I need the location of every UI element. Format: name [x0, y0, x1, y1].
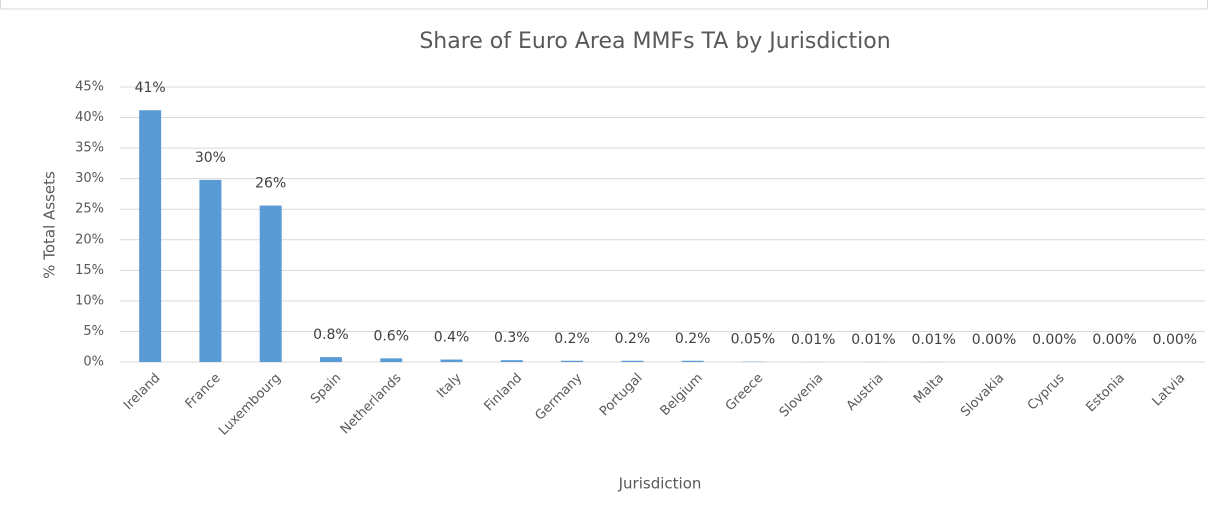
x-tick-label: Estonia — [1083, 371, 1127, 415]
bar — [139, 110, 161, 362]
value-label: 0.00% — [972, 332, 1016, 348]
value-label: 30% — [195, 150, 226, 166]
value-label: 0.4% — [434, 330, 470, 346]
x-tick-label: Germany — [533, 370, 586, 423]
x-tick-label: Spain — [308, 371, 344, 407]
value-label: 0.00% — [1032, 332, 1076, 348]
value-label: 0.05% — [731, 332, 775, 348]
value-label: 0.2% — [615, 331, 651, 347]
bar — [561, 361, 583, 362]
frame — [1, 0, 1208, 9]
value-label: 0.6% — [373, 328, 409, 344]
value-label: 0.01% — [791, 332, 835, 348]
x-tick-label: Greece — [723, 371, 766, 414]
y-tick-label: 5% — [83, 324, 104, 339]
y-tick-label: 15% — [75, 263, 104, 278]
y-tick-label: 20% — [75, 232, 104, 247]
bar — [320, 357, 342, 362]
value-label: 0.2% — [675, 331, 711, 347]
bar — [682, 361, 704, 362]
x-tick-label: Austria — [844, 371, 887, 414]
x-tick-label: Belgium — [658, 371, 706, 419]
x-tick-label: Slovakia — [958, 371, 1007, 420]
x-tick-label: Italy — [434, 370, 465, 401]
x-tick-label: Ireland — [121, 371, 163, 413]
bar — [501, 360, 523, 362]
value-label: 0.8% — [313, 327, 349, 343]
x-tick-label: Cyprus — [1025, 371, 1068, 414]
y-tick-label: 40% — [75, 110, 104, 125]
chart-title: Share of Euro Area MMFs TA by Jurisdicti… — [419, 29, 890, 54]
x-tick-label: France — [183, 371, 224, 412]
value-label: 0.01% — [851, 332, 895, 348]
bar — [621, 361, 643, 362]
y-tick-label: 0% — [83, 355, 104, 370]
value-label: 26% — [255, 176, 286, 192]
x-tick-label: Slovenia — [777, 371, 827, 421]
value-label: 0.01% — [912, 332, 956, 348]
bar — [260, 206, 282, 362]
value-label: 0.2% — [554, 331, 590, 347]
y-tick-label: 45% — [75, 80, 104, 95]
value-label: 0.00% — [1092, 332, 1136, 348]
value-label: 0.3% — [494, 330, 530, 346]
x-tick-label: Netherlands — [338, 371, 405, 438]
x-tick-label: Portugal — [597, 371, 646, 420]
value-label: 41% — [135, 80, 166, 96]
y-tick-label: 10% — [75, 293, 104, 308]
y-tick-label: 35% — [75, 141, 104, 156]
x-tick-label: Latvia — [1150, 371, 1189, 410]
value-label: 0.00% — [1153, 332, 1197, 348]
bar — [199, 180, 221, 362]
x-tick-label: Finland — [482, 371, 525, 414]
y-axis-label: % Total Assets — [41, 171, 59, 279]
y-tick-label: 30% — [75, 171, 104, 186]
y-tick-label: 25% — [75, 202, 104, 217]
x-axis-label: Jurisdiction — [618, 475, 702, 493]
bar — [380, 358, 402, 362]
bar — [441, 360, 463, 362]
x-tick-label: Luxembourg — [216, 371, 284, 439]
x-tick-label: Malta — [911, 371, 947, 407]
